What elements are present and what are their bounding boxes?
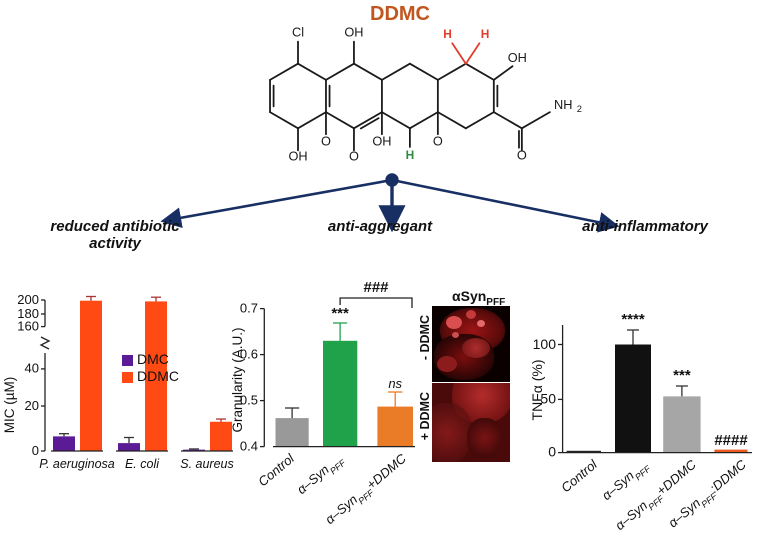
svg-text:0.4: 0.4 [240,439,258,454]
svg-text:TNFα (%): TNFα (%) [529,360,545,421]
svg-text:P. aeruginosa: P. aeruginosa [39,457,115,471]
svg-text:40: 40 [25,361,39,376]
svg-text:0.7: 0.7 [240,301,258,316]
svg-text:OH: OH [372,133,391,148]
svg-text:0: 0 [548,444,556,460]
svg-text:2: 2 [577,104,582,114]
svg-text:O: O [321,133,331,148]
svg-text:****: **** [621,311,645,328]
svg-text:0: 0 [32,443,39,458]
svg-text:Cl: Cl [292,25,304,40]
svg-text:Control: Control [255,450,298,489]
svg-text:160: 160 [17,319,39,334]
svg-text:DDMC: DDMC [137,368,179,384]
svg-text:Control: Control [558,456,601,495]
svg-text:####: #### [714,432,748,449]
svg-text:E. coli: E. coli [125,457,160,471]
svg-text:ns: ns [388,376,402,391]
svg-text:H: H [443,27,452,41]
svg-text:***: *** [673,367,691,384]
svg-text:H: H [481,27,490,41]
svg-text:###: ### [363,279,389,296]
svg-text:NH: NH [554,97,572,112]
svg-text:100: 100 [533,336,557,352]
svg-text:S. aureus: S. aureus [180,457,234,471]
svg-text:200: 200 [17,292,39,307]
svg-text:Granularity (A.U.): Granularity (A.U.) [230,327,245,432]
svg-text:DMC: DMC [137,351,169,367]
svg-text:O: O [433,133,443,148]
svg-text:MIC (µM): MIC (µM) [2,377,17,434]
svg-text:OH: OH [288,149,307,164]
svg-text:20: 20 [25,398,39,413]
svg-text:***: *** [331,305,349,322]
svg-text:OH: OH [344,25,363,40]
svg-text:H: H [406,148,415,162]
svg-text:O: O [517,148,527,163]
svg-text:α–SynPFF: α–SynPFF [294,450,348,500]
svg-text:OH: OH [508,50,527,65]
svg-text:α–SynPFF: α–SynPFF [599,456,653,506]
svg-text:O: O [349,149,359,164]
